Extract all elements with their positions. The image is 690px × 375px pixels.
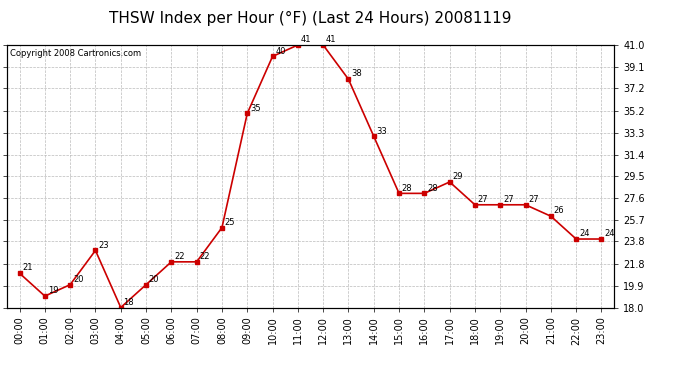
Text: 24: 24 xyxy=(604,229,615,238)
Text: 27: 27 xyxy=(477,195,489,204)
Text: 33: 33 xyxy=(377,126,387,135)
Text: 38: 38 xyxy=(351,69,362,78)
Text: 27: 27 xyxy=(529,195,539,204)
Text: 21: 21 xyxy=(22,264,33,273)
Text: 28: 28 xyxy=(402,184,413,193)
Text: 18: 18 xyxy=(124,298,134,307)
Text: Copyright 2008 Cartronics.com: Copyright 2008 Cartronics.com xyxy=(10,49,141,58)
Text: 41: 41 xyxy=(326,35,337,44)
Text: 22: 22 xyxy=(174,252,185,261)
Text: 35: 35 xyxy=(250,104,261,113)
Text: 20: 20 xyxy=(149,275,159,284)
Text: 40: 40 xyxy=(275,46,286,56)
Text: 25: 25 xyxy=(225,218,235,227)
Text: 26: 26 xyxy=(553,206,564,215)
Text: 29: 29 xyxy=(453,172,463,181)
Text: 41: 41 xyxy=(301,35,311,44)
Text: THSW Index per Hour (°F) (Last 24 Hours) 20081119: THSW Index per Hour (°F) (Last 24 Hours)… xyxy=(109,11,512,26)
Text: 24: 24 xyxy=(579,229,589,238)
Text: 28: 28 xyxy=(427,184,437,193)
Text: 20: 20 xyxy=(73,275,83,284)
Text: 19: 19 xyxy=(48,286,58,295)
Text: 27: 27 xyxy=(503,195,513,204)
Text: 23: 23 xyxy=(98,241,109,250)
Text: 22: 22 xyxy=(199,252,210,261)
